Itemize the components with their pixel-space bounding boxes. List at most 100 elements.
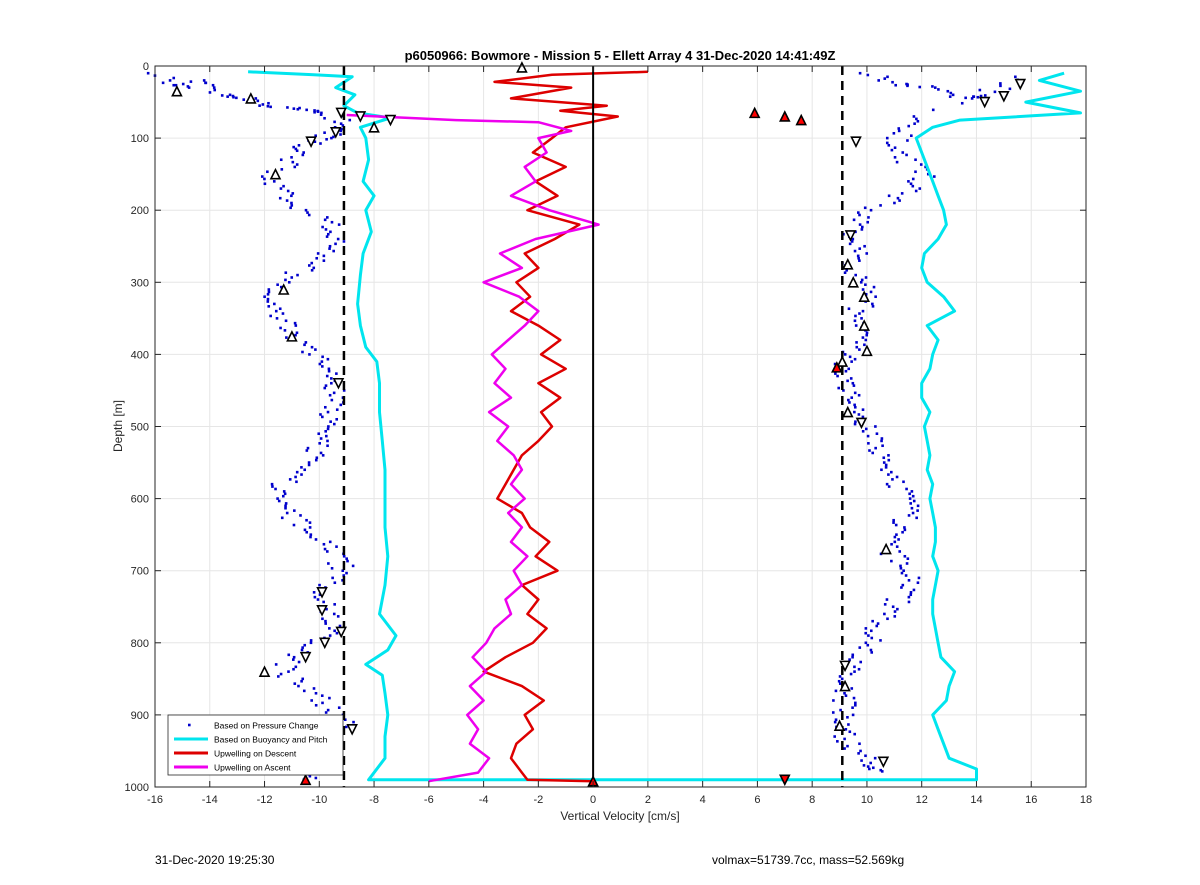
pressure-point (893, 535, 897, 539)
pressure-point (861, 309, 865, 313)
event-marker (877, 756, 890, 769)
pressure-point (254, 97, 258, 100)
pressure-point (305, 449, 309, 452)
pressure-point (323, 218, 327, 222)
pressure-point (908, 492, 911, 496)
pressure-point (916, 509, 919, 512)
pressure-point (186, 85, 190, 88)
pressure-point (280, 168, 284, 171)
pressure-point (838, 682, 842, 685)
pressure-point (320, 111, 323, 115)
pressure-point (851, 713, 855, 717)
pressure-point (848, 401, 851, 404)
pressure-point (330, 377, 333, 380)
pressure-point (293, 321, 297, 325)
pressure-point (874, 425, 877, 428)
pressure-point (911, 177, 915, 181)
pressure-point (302, 151, 305, 154)
pressure-point (866, 643, 870, 647)
pressure-point (348, 118, 352, 122)
pressure-point (290, 194, 293, 198)
pressure-point (332, 612, 336, 616)
pressure-point (333, 581, 337, 585)
pressure-point (871, 619, 874, 623)
pressure-point (847, 307, 851, 311)
pressure-point (882, 456, 886, 460)
pressure-point (322, 600, 325, 604)
legend-label: Based on Buoyancy and Pitch (214, 735, 328, 745)
y-tick-label: 0 (143, 61, 149, 73)
pressure-point (283, 492, 287, 496)
pressure-point (843, 353, 847, 356)
pressure-point (918, 85, 922, 89)
pressure-point (839, 708, 842, 712)
event-markers (171, 61, 1027, 787)
x-tick-label: -16 (147, 794, 163, 806)
pressure-point (260, 175, 264, 178)
pressure-point (321, 415, 324, 419)
pressure-point (307, 461, 311, 464)
pressure-point (292, 667, 295, 671)
pressure-point (970, 97, 974, 100)
pressure-point (999, 82, 1002, 85)
pressure-point (323, 131, 326, 134)
pressure-point (912, 588, 916, 592)
pressure-point (895, 160, 899, 164)
pressure-point (879, 768, 883, 772)
pressure-point (901, 583, 905, 587)
event-marker (841, 405, 854, 418)
series-line-1 (482, 70, 648, 783)
pressure-point (898, 199, 901, 202)
pressure-point (172, 83, 176, 87)
pressure-point (894, 83, 898, 87)
event-marker (839, 660, 851, 673)
pressure-point (857, 667, 861, 671)
pressure-point (316, 598, 320, 601)
pressure-point (846, 744, 849, 748)
pressure-point (310, 261, 314, 265)
pressure-point (834, 372, 837, 375)
pressure-point (325, 434, 328, 438)
pressure-point (304, 341, 308, 344)
pressure-point (319, 113, 323, 116)
pressure-point (334, 242, 337, 246)
pressure-point (946, 89, 950, 93)
pressure-point (908, 497, 912, 500)
pressure-point (300, 679, 303, 683)
pressure-point (289, 206, 292, 210)
series-line-0 (248, 70, 1082, 782)
pressure-point (871, 305, 875, 308)
pressure-point (860, 278, 864, 282)
event-marker (384, 114, 397, 127)
pressure-point (844, 694, 848, 697)
pressure-point (911, 184, 915, 188)
pressure-point (324, 711, 328, 714)
pressure-point (915, 117, 918, 121)
pressure-point (891, 605, 895, 609)
pressure-point (854, 230, 857, 234)
pressure-point (277, 499, 281, 503)
pressure-point (341, 569, 345, 572)
pressure-point (317, 432, 321, 436)
pressure-point (903, 526, 906, 529)
pressure-point (904, 574, 908, 577)
y-tick-label: 900 (131, 710, 149, 722)
pressure-point (211, 83, 215, 87)
pressure-point (858, 312, 861, 315)
pressure-point (295, 470, 299, 474)
pressure-point (844, 728, 848, 731)
pressure-point (853, 391, 857, 395)
pressure-point (916, 119, 920, 123)
event-marker (316, 587, 328, 599)
pressure-point (328, 244, 332, 248)
pressure-point (303, 468, 307, 472)
event-marker (831, 361, 843, 373)
pressure-point (296, 273, 299, 277)
pressure-point (903, 528, 907, 532)
pressure-point (879, 639, 882, 642)
pressure-point (267, 101, 270, 105)
y-tick-label: 700 (131, 566, 149, 578)
pressure-point (891, 80, 894, 84)
pressure-point (327, 369, 331, 373)
